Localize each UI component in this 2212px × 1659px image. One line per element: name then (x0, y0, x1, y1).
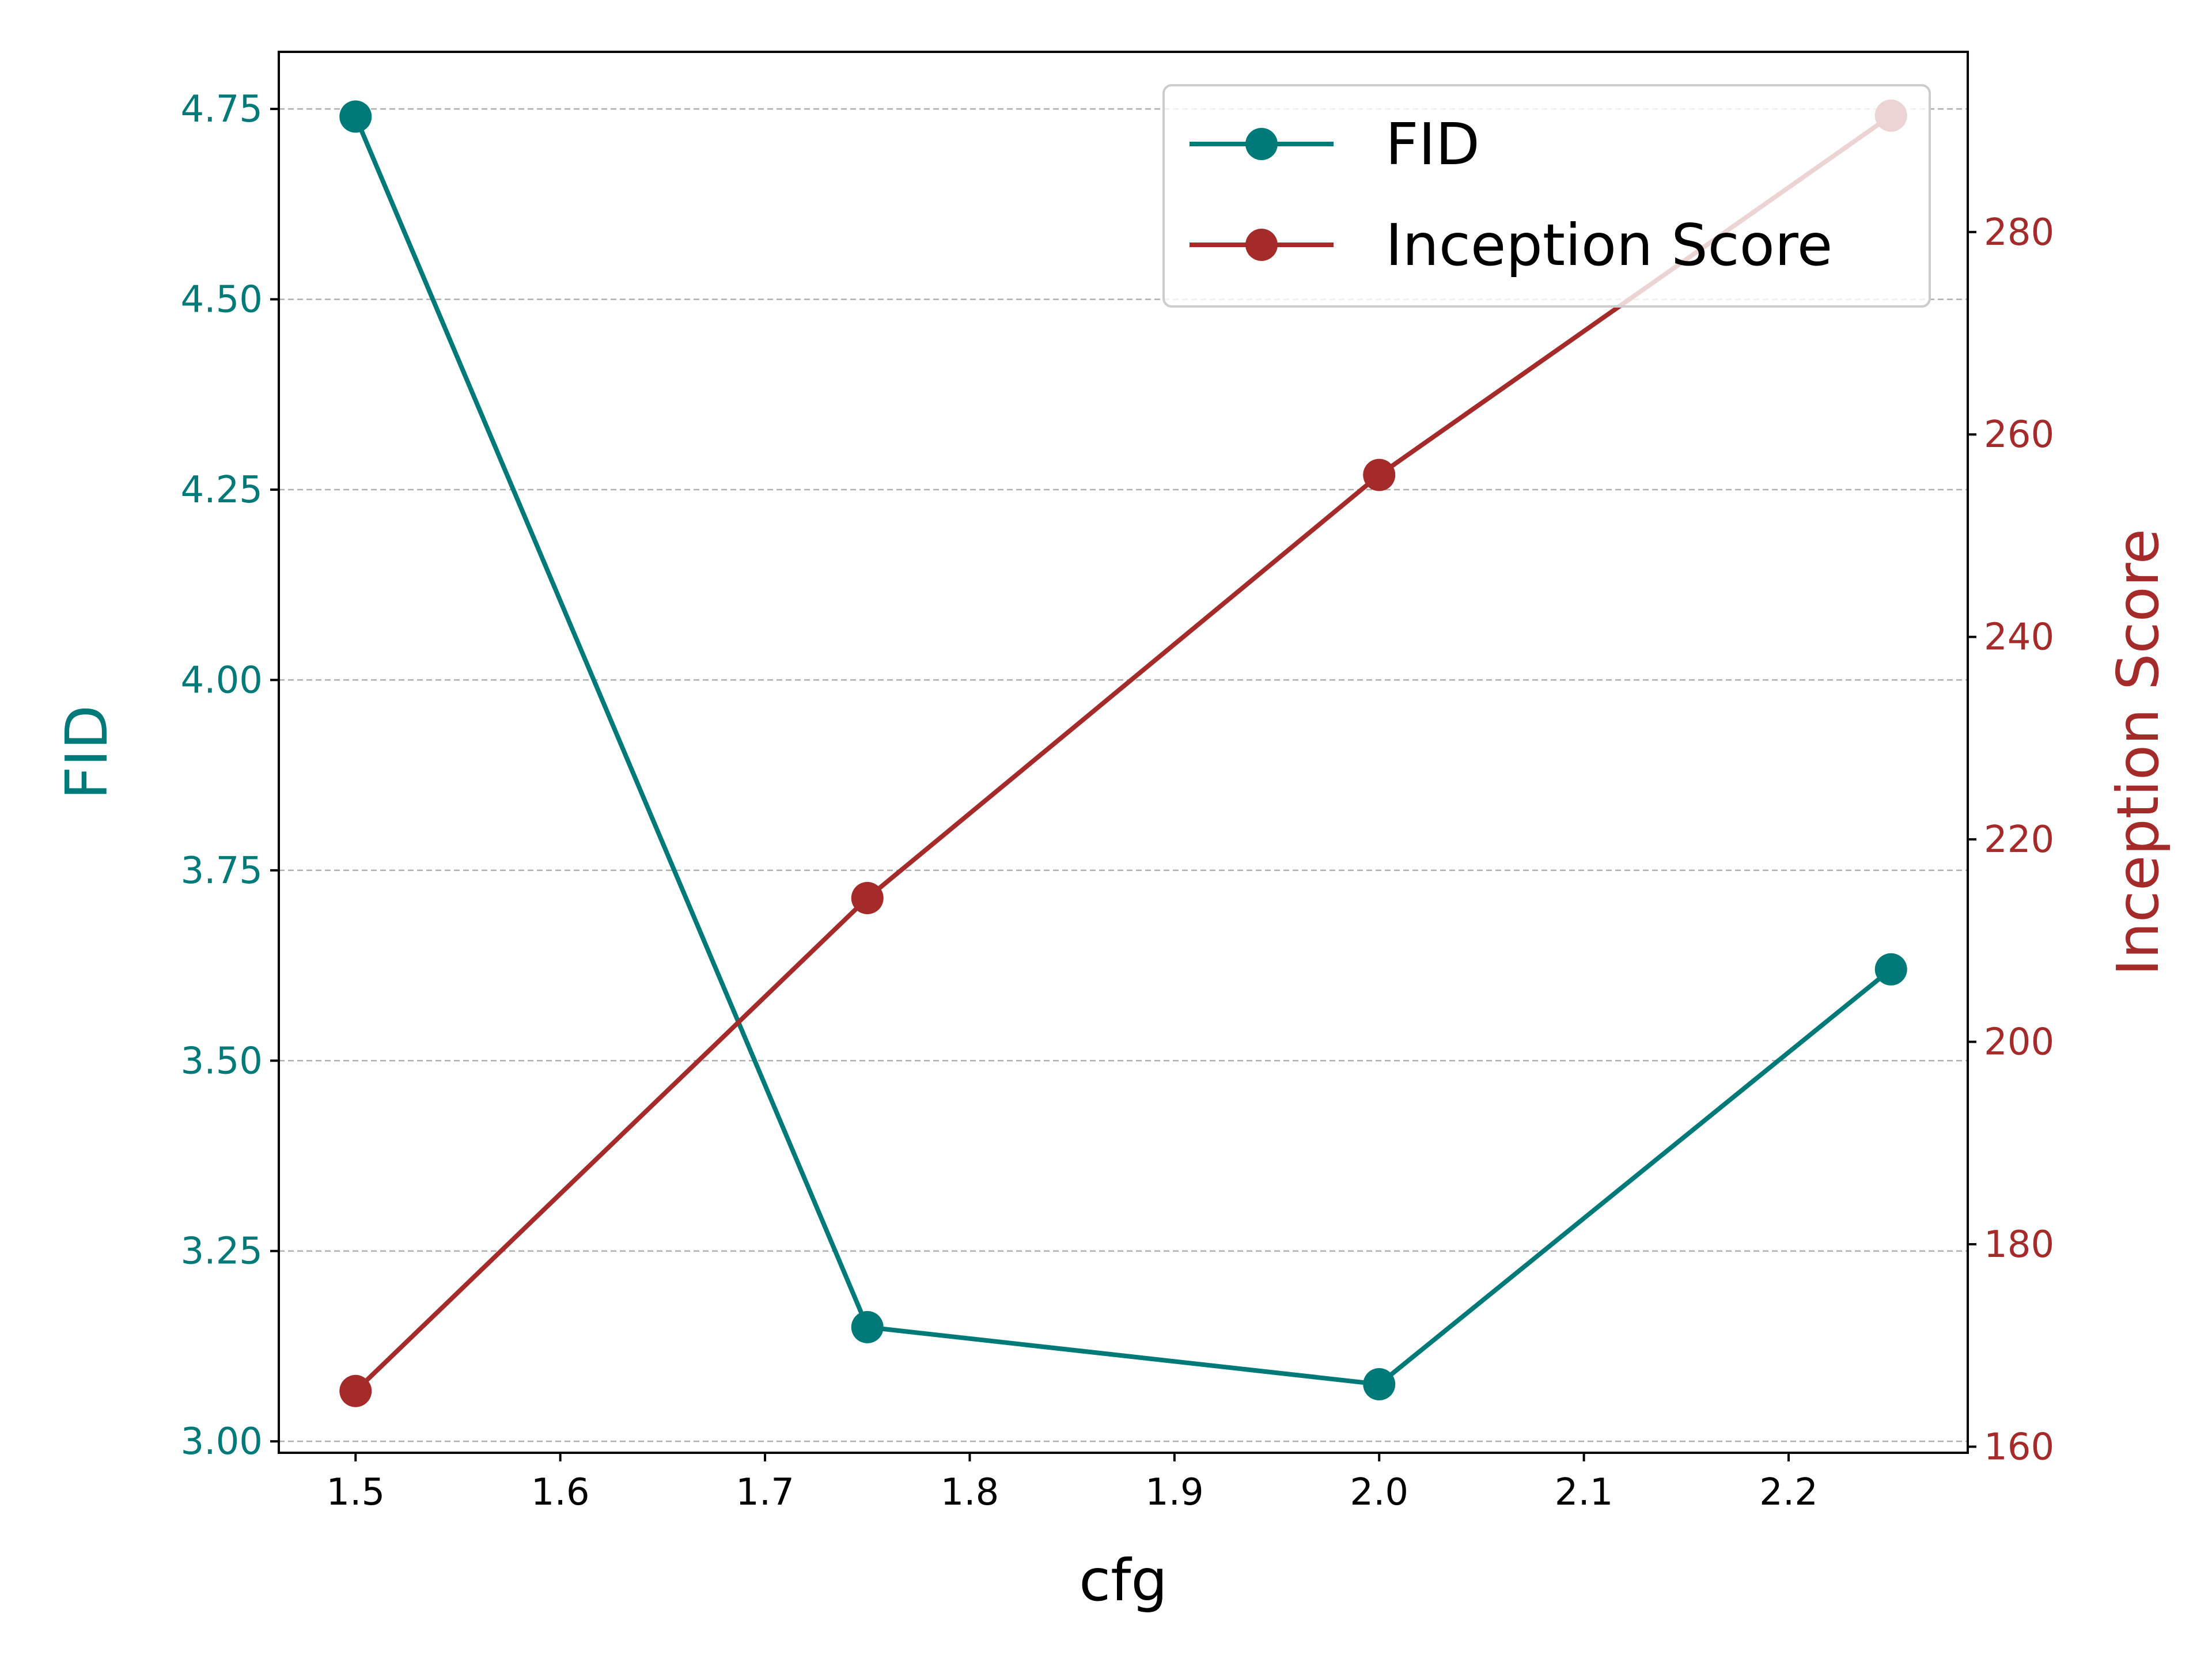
x-tick-label: 1.6 (531, 1471, 590, 1514)
right-tick-label: 260 (1984, 414, 2054, 456)
data-point-inception-score (339, 1374, 372, 1407)
left-tick-label: 3.00 (181, 1421, 263, 1463)
left-tick-label: 4.75 (181, 88, 263, 131)
legend-label-inception-score: Inception Score (1385, 211, 1832, 279)
legend-box (1162, 84, 1931, 308)
data-point-fid (1874, 953, 1907, 986)
right-tick-label: 200 (1984, 1021, 2054, 1064)
grid-lines (279, 108, 1968, 1442)
data-point-fid (339, 100, 372, 133)
right-tick-label: 240 (1984, 616, 2054, 659)
left-tick-label: 4.25 (181, 469, 263, 512)
data-point-fid (1363, 1368, 1396, 1401)
legend: FID Inception Score (1162, 84, 1931, 308)
left-tick-label: 3.25 (181, 1230, 263, 1273)
x-tick-label: 1.8 (941, 1471, 999, 1514)
data-point-inception-score (851, 882, 884, 915)
left-tick-label: 3.50 (181, 1040, 263, 1082)
left-tick-label: 4.50 (181, 279, 263, 321)
right-tick-label: 280 (1984, 211, 2054, 254)
data-point-inception-score (1363, 459, 1396, 491)
data-point-fid (851, 1310, 884, 1343)
left-y-axis: 3.00 3.25 3.50 3.75 4.00 4.25 4.50 4.75 (181, 88, 279, 1463)
plot-frame (278, 51, 1969, 1454)
x-tick-label: 2.1 (1555, 1471, 1613, 1514)
left-tick-label: 4.00 (181, 659, 263, 702)
right-y-axis: 160 180 200 220 240 260 280 (1968, 211, 2054, 1468)
legend-marker-inception-score (1245, 229, 1278, 261)
right-tick-label: 160 (1984, 1426, 2054, 1468)
x-tick-label: 1.7 (736, 1471, 794, 1514)
right-tick-label: 180 (1984, 1224, 2054, 1266)
x-axis: 1.5 1.6 1.7 1.8 1.9 2.0 2.1 2.2 (326, 1453, 1818, 1514)
right-tick-label: 220 (1984, 819, 2054, 861)
x-tick-label: 2.0 (1350, 1471, 1408, 1514)
x-tick-label: 1.9 (1145, 1471, 1204, 1514)
right-axis-title: Inception Score (2104, 529, 2172, 976)
left-axis-title: FID (53, 705, 120, 800)
x-tick-label: 1.5 (326, 1471, 385, 1514)
x-axis-title: cfg (1079, 1547, 1168, 1614)
x-tick-label: 2.2 (1759, 1471, 1818, 1514)
legend-label-fid: FID (1385, 111, 1480, 178)
series-line-fid (353, 115, 1893, 1387)
left-tick-label: 3.75 (181, 850, 263, 892)
legend-marker-fid (1245, 128, 1278, 160)
